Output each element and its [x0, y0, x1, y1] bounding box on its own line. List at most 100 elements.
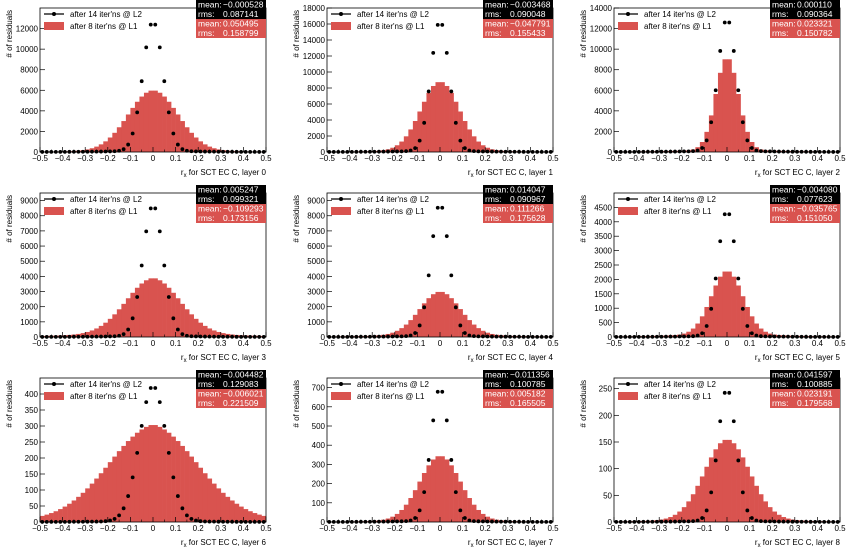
marker-point: [763, 149, 768, 154]
stats-points-mean-label: mean:: [772, 370, 796, 380]
x-tick-label: −0.5: [319, 339, 335, 348]
stats-points-rms-value: 0.090967: [510, 194, 546, 204]
marker-point: [408, 518, 413, 523]
marker-point: [413, 516, 418, 520]
marker-point: [103, 334, 108, 339]
marker-point: [700, 331, 705, 336]
marker-point: [740, 490, 745, 495]
histogram-panel-layer-0: −0.5 −0.4 −0.3 −0.2 −0.1 0 0.1 0.2 0.3 0.4 0.5 0 200…: [5, 0, 272, 179]
stats-hist-bg: [483, 19, 553, 38]
hist-bar: [426, 298, 432, 337]
hist-bar: [699, 316, 705, 337]
marker-point: [686, 334, 691, 339]
hist-bar: [480, 330, 486, 337]
legend: after 14 iter'ns @ L2 after 8 iter'ns @ L…: [618, 380, 716, 401]
marker-point: [704, 508, 709, 513]
marker-point: [417, 508, 422, 513]
stats-points-mean-value: 0.000110: [797, 0, 832, 10]
hist-bar: [453, 473, 459, 522]
hist-bar: [417, 309, 423, 337]
hist-bar: [458, 309, 463, 337]
stats-points-bg: [196, 0, 266, 19]
stats-points-rms-label: rms:: [485, 9, 502, 19]
hist-bar: [763, 501, 768, 522]
y-tick-label: 2500: [594, 261, 612, 270]
hist-bar: [740, 457, 746, 522]
marker-point: [153, 206, 158, 211]
hist-bar: [453, 303, 459, 337]
y-axis-label: # of residuals: [579, 10, 588, 58]
histogram-bars: [40, 90, 267, 152]
hist-bar: [229, 500, 235, 522]
hist-bar: [116, 451, 122, 522]
marker-point: [157, 400, 162, 405]
y-axis-label: # of residuals: [292, 195, 301, 243]
x-axis-label: rx for SCT EC C, layer 2: [755, 168, 841, 179]
histogram-bars: [614, 439, 841, 522]
hist-bar: [238, 506, 244, 522]
hist-bar: [162, 429, 167, 522]
histogram-bars: [327, 291, 554, 337]
hist-bar: [727, 271, 732, 337]
marker-point: [485, 149, 490, 154]
legend-hist-swatch: [618, 22, 638, 30]
stats-points-mean-value: −0.000528: [223, 0, 264, 10]
marker-point: [453, 305, 458, 310]
hist-bar: [98, 325, 104, 337]
y-tick-label: 2000: [307, 132, 325, 141]
histogram-panel-layer-1: −0.5 −0.4 −0.3 −0.2 −0.1 0 0.1 0.2 0.3 0.4 0.5 0 200…: [292, 0, 559, 179]
marker-point: [485, 334, 490, 339]
x-tick-label: −0.4: [342, 524, 358, 533]
marker-points: [614, 390, 840, 524]
hist-bar: [139, 429, 145, 522]
marker-point: [777, 149, 781, 154]
x-tick-label: 0.5: [834, 524, 846, 533]
stats-points-mean-value: −0.003468: [510, 0, 551, 10]
x-tick-label: −0.5: [606, 154, 622, 163]
histogram-panel-layer-8: −0.5 −0.4 −0.3 −0.2 −0.1 0 0.1 0.2 0.3 0.4 0.5 0 50 1…: [579, 370, 846, 549]
x-tick-label: 0.3: [789, 524, 801, 533]
marker-point: [777, 519, 781, 524]
marker-point: [682, 519, 686, 524]
hist-bar: [193, 137, 199, 152]
hist-bar: [175, 441, 181, 522]
hist-bar: [121, 445, 127, 522]
x-tick-label: 0.3: [215, 339, 227, 348]
x-tick-label: −0.5: [32, 339, 48, 348]
hist-bar: [467, 320, 472, 337]
stats-hist-mean-value: −0.006021: [223, 389, 264, 399]
x-tick-label: 0.1: [744, 339, 756, 348]
y-tick-label: 4000: [20, 272, 38, 281]
hist-bar: [234, 503, 240, 522]
legend-points-label: after 14 iter'ns @ L2: [644, 195, 716, 204]
hist-bar: [171, 436, 176, 522]
y-tick-label: 4000: [307, 272, 325, 281]
hist-bar: [480, 513, 486, 522]
legend-points-label: after 14 iter'ns @ L2: [70, 380, 142, 389]
hist-bar: [116, 309, 122, 337]
marker-point: [162, 423, 167, 428]
x-tick-label: 0.4: [812, 154, 824, 163]
marker-point: [390, 334, 395, 339]
hist-bar: [731, 276, 737, 337]
x-tick-label: −0.3: [77, 339, 93, 348]
hist-bar: [690, 494, 696, 522]
hist-bar: [153, 278, 158, 337]
legend-points-marker: [52, 197, 56, 201]
marker-point: [458, 508, 463, 513]
legend-points-label: after 14 iter'ns @ L2: [357, 195, 429, 204]
y-axis-label: # of residuals: [579, 195, 588, 243]
x-tick-label: 0.5: [547, 154, 559, 163]
legend: after 14 iter'ns @ L2 after 8 iter'ns @ L…: [618, 10, 716, 31]
marker-point: [431, 418, 436, 423]
x-tick-label: −0.4: [55, 154, 71, 163]
marker-point: [490, 334, 494, 339]
hist-bar: [98, 144, 104, 152]
legend-hist-label: after 8 iter'ns @ L1: [644, 207, 712, 216]
stats-hist-mean-label: mean:: [198, 19, 222, 29]
hist-bar: [458, 111, 463, 152]
marker-point: [449, 273, 454, 278]
stats-hist-rms-value: 0.175628: [510, 213, 546, 223]
